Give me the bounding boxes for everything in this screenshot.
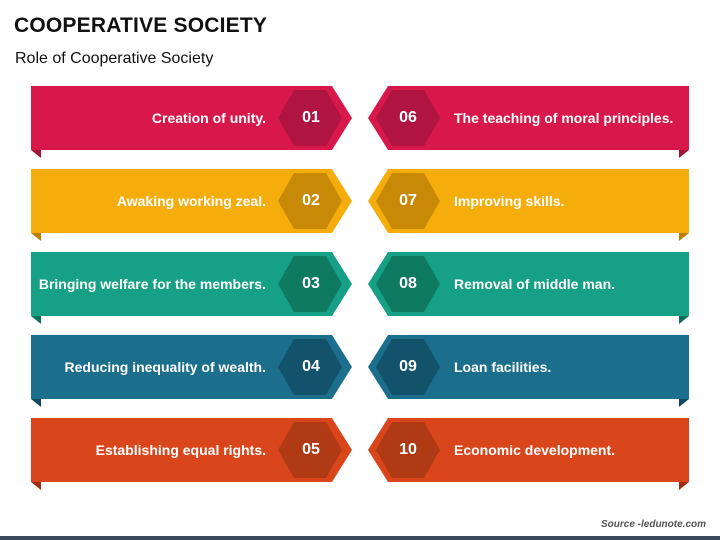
right-number-hexagon [376,173,440,229]
role-row-3: Bringing welfare for the members. 03 08 … [0,252,720,332]
right-banner [368,169,689,233]
right-banner-fold [679,233,689,241]
right-number-hexagon [376,90,440,146]
right-banner-fold [679,482,689,490]
left-banner-fold [31,233,41,241]
role-number-08: 08 [399,275,417,292]
page-title: COOPERATIVE SOCIETY [14,14,268,37]
role-label-08: Removal of middle man. [454,276,616,292]
role-label-06: The teaching of moral principles. [454,110,674,126]
left-banner [31,418,352,482]
left-banner [31,86,352,150]
right-banner [368,86,689,150]
right-banner [368,252,689,316]
left-banner [31,335,352,399]
right-number-hexagon [376,339,440,395]
role-label-09: Loan facilities. [454,359,552,375]
row-shapes-5 [31,418,689,490]
role-label-10: Economic development. [454,442,616,458]
role-label-01: Creation of unity. [151,110,266,126]
left-banner [31,169,352,233]
role-number-07: 07 [399,192,417,209]
role-row-2: Awaking working zeal. 02 07 Improving sk… [0,169,720,249]
source-credit: Source -ledunote.com [600,519,706,530]
role-label-05: Establishing equal rights. [95,442,266,458]
left-banner-fold [31,399,41,407]
role-label-07: Improving skills. [454,193,565,209]
left-banner [31,252,352,316]
role-number-06: 06 [399,109,417,126]
role-row-5: Establishing equal rights. 05 10 Economi… [0,418,720,498]
left-banner-fold [31,482,41,490]
bottom-bar [0,536,720,540]
role-row-4: Reducing inequality of wealth. 04 09 Loa… [0,335,720,415]
page-subtitle: Role of Cooperative Society [15,50,214,67]
role-number-05: 05 [302,441,320,458]
role-number-09: 09 [399,358,417,375]
role-label-04: Reducing inequality of wealth. [64,359,266,375]
right-banner [368,335,689,399]
left-number-hexagon [278,256,342,312]
right-number-hexagon [376,256,440,312]
right-banner-fold [679,316,689,324]
role-number-10: 10 [399,441,417,458]
role-row-1: Creation of unity. 01 06 The teaching of… [0,86,720,166]
right-banner-fold [679,399,689,407]
left-banner-fold [31,150,41,158]
role-number-01: 01 [302,109,320,126]
left-number-hexagon [278,173,342,229]
role-number-02: 02 [302,192,320,209]
left-number-hexagon [278,422,342,478]
left-banner-fold [31,316,41,324]
role-number-04: 04 [302,358,320,375]
row-shapes-3 [31,252,689,324]
role-label-03: Bringing welfare for the members. [38,276,266,292]
right-number-hexagon [376,422,440,478]
right-banner-fold [679,150,689,158]
left-number-hexagon [278,90,342,146]
row-shapes-2 [31,169,689,241]
left-number-hexagon [278,339,342,395]
role-number-03: 03 [302,275,320,292]
row-shapes-4 [31,335,689,407]
right-banner [368,418,689,482]
row-shapes-1 [31,86,689,158]
role-label-02: Awaking working zeal. [116,193,266,209]
